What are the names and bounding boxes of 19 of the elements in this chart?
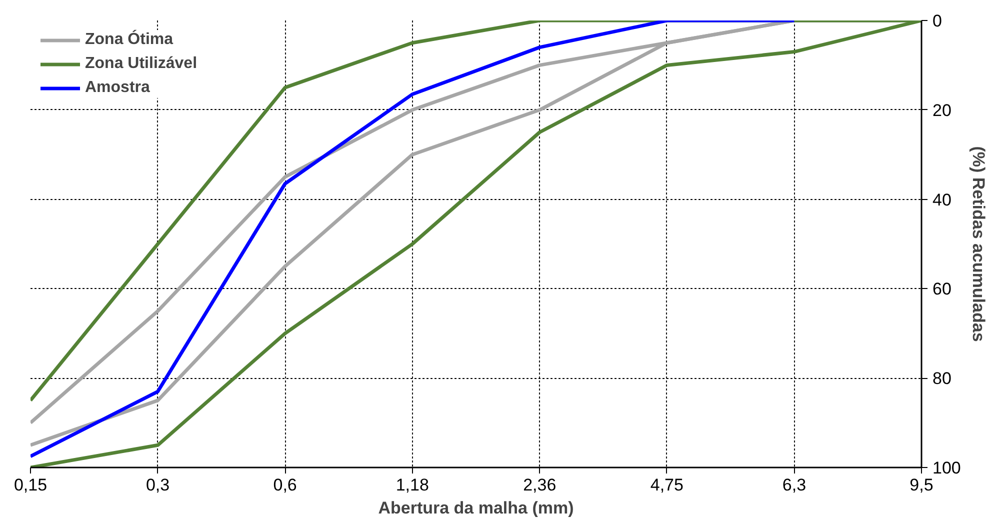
x-tick-label: 9,5	[910, 476, 934, 494]
y-tick-label: 0	[932, 12, 942, 30]
x-tick-label: 0,15	[14, 476, 48, 494]
x-tick-label: 0,3	[146, 476, 170, 494]
legend-label: Zona Utilizável	[85, 55, 198, 73]
y-tick-label: 100	[932, 458, 961, 478]
y-tick-label: 40	[932, 190, 952, 210]
legend-label: Amostra	[85, 79, 150, 97]
x-tick-label: 6,3	[782, 476, 806, 494]
x-tick-label: 0,6	[273, 476, 297, 494]
y-axis-title: (%) Retidas acumuladas	[968, 146, 988, 342]
legend-label: Zona Ótima	[85, 31, 174, 49]
x-tick-label: 1,18	[396, 476, 429, 494]
y-tick-label: 80	[932, 369, 952, 388]
y-tick-label: 60	[932, 280, 952, 299]
x-axis-title: Abertura da malha (mm)	[378, 498, 574, 518]
x-tick-label: 2,36	[523, 476, 556, 494]
y-tick-label: 20	[932, 100, 952, 120]
x-tick-label: 4,75	[650, 476, 684, 494]
